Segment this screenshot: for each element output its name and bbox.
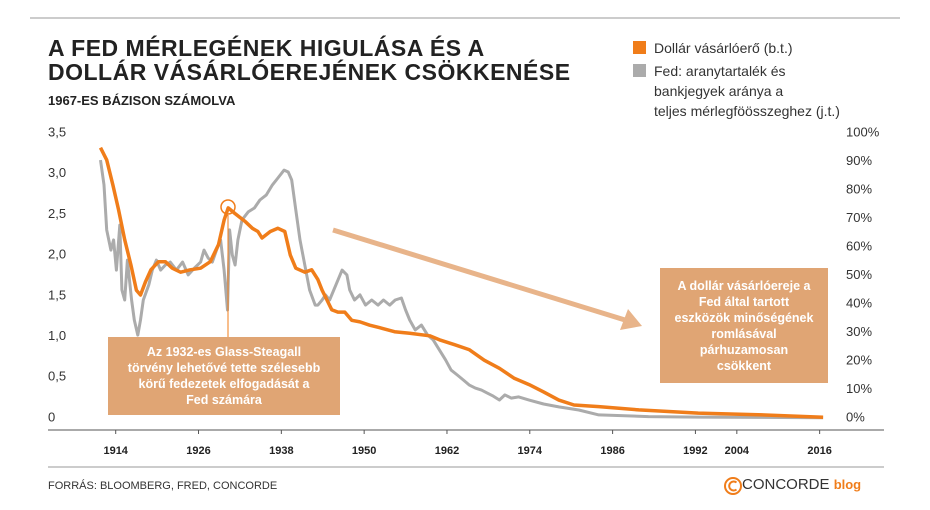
series-line	[98, 146, 824, 419]
x-tick-label: 1986	[600, 445, 624, 457]
y-tick-label: 0	[48, 409, 55, 424]
y-tick-label: 0,5	[48, 369, 66, 384]
x-tick-label: 1950	[352, 445, 376, 457]
annotation-box: Az 1932-es Glass-Steagall törvény lehető…	[108, 337, 340, 415]
legend-item: Dollár vásárlóerő (b.t.)	[633, 38, 793, 58]
trend-arrow-head	[620, 309, 642, 330]
logo-suffix: blog	[833, 477, 862, 492]
legend-swatch	[633, 64, 646, 77]
x-tick-label: 1914	[103, 445, 128, 457]
y2-tick-label: 90%	[846, 153, 872, 168]
x-tick-label: 2016	[807, 445, 831, 457]
legend-label: Dollár vásárlóerő (b.t.)	[654, 40, 793, 56]
x-tick-label: 1962	[435, 445, 459, 457]
x-tick-label: 1992	[683, 445, 707, 457]
legend-item: Fed: aranytartalék és bankjegyek aránya …	[633, 61, 840, 121]
source-note: FORRÁS: BLOOMBERG, FRED, CONCORDE	[48, 480, 278, 492]
y2-tick-label: 10%	[846, 381, 872, 396]
y-tick-label: 2,5	[48, 206, 66, 221]
chart-subtitle: 1967-ES BÁZISON SZÁMOLVA	[48, 93, 236, 108]
y2-tick-label: 50%	[846, 267, 872, 282]
x-tick-label: 1938	[269, 445, 293, 457]
legend-label: Fed: aranytartalék és bankjegyek aránya …	[654, 63, 840, 119]
y2-tick-label: 30%	[846, 324, 872, 339]
y-tick-label: 3,5	[48, 124, 66, 139]
annotation-circle	[220, 199, 236, 215]
chart-title: A FED MÉRLEGÉNEK HIGULÁSA ÉS A DOLLÁR VÁ…	[48, 35, 571, 85]
y2-tick-label: 70%	[846, 210, 872, 225]
y2-tick-label: 20%	[846, 352, 872, 367]
trend-arrow	[332, 227, 626, 323]
y-tick-label: 1,5	[48, 287, 66, 302]
y-tick-label: 2,0	[48, 247, 66, 262]
x-tick-label: 1974	[518, 445, 543, 457]
logo-icon	[724, 477, 742, 495]
y2-tick-label: 80%	[846, 181, 872, 196]
logo-name: CONCORDE	[742, 476, 830, 493]
y2-tick-label: 60%	[846, 238, 872, 253]
y2-tick-label: 0%	[846, 409, 865, 424]
legend-swatch	[633, 41, 646, 54]
y2-tick-label: 40%	[846, 295, 872, 310]
x-tick-label: 1926	[186, 445, 210, 457]
y-tick-label: 3,0	[48, 165, 66, 180]
annotation-box: A dollár vásárlóereje a Fed által tartot…	[660, 268, 828, 383]
x-tick-label: 2004	[725, 445, 750, 457]
logo: CONCORDE blog	[742, 476, 861, 493]
y2-tick-label: 100%	[846, 124, 880, 139]
y-tick-label: 1,0	[48, 328, 66, 343]
